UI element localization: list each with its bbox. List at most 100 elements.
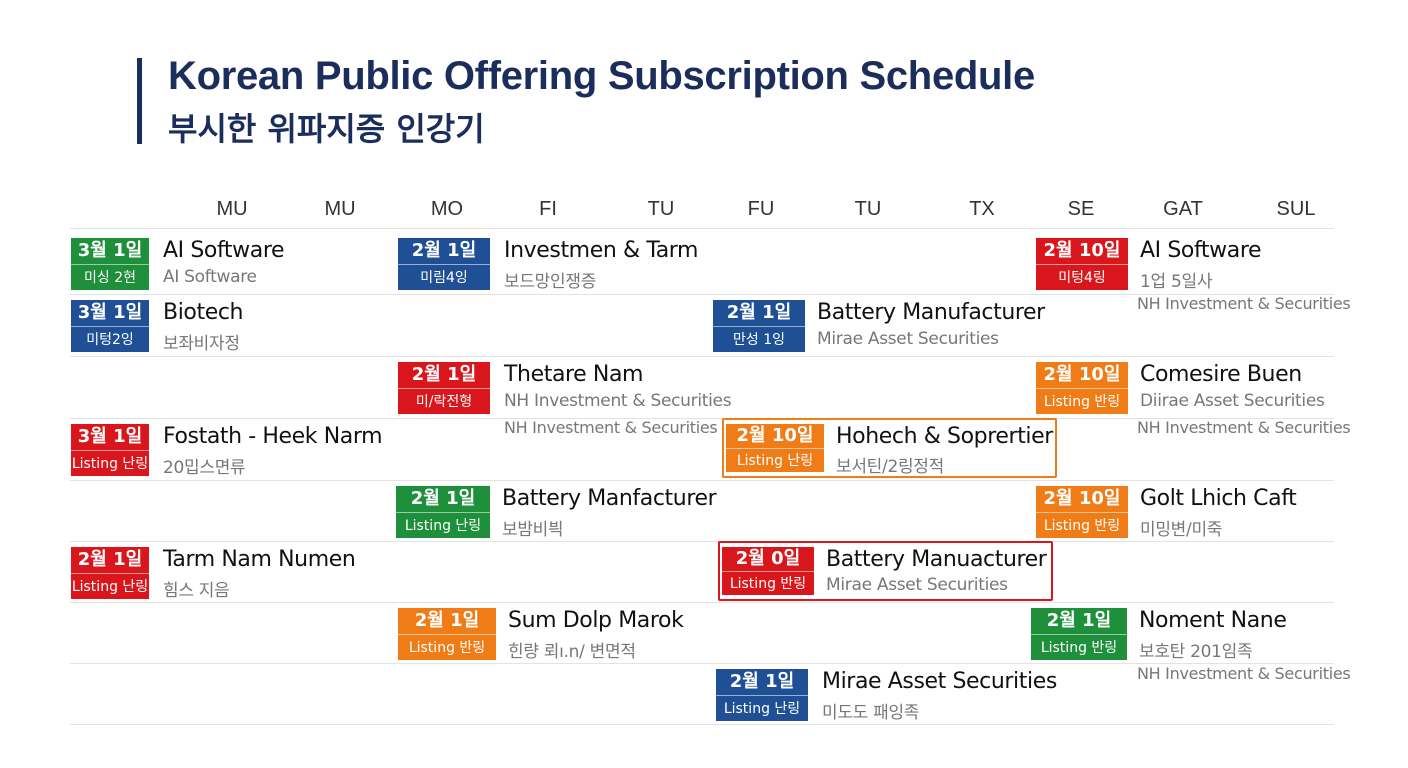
event-subtitle: 보드망인쟁증 (504, 272, 597, 292)
offering-event[interactable]: 2월 10일 미텅4링 AI Software 1업 5일사 (1036, 238, 1326, 292)
event-subtitle: 1업 5일사 (1140, 272, 1213, 292)
event-title: Hohech & Soprertier (836, 424, 1053, 449)
date-badge: 2월 1일 미림4잉 (398, 238, 490, 290)
date-badge: 3월 1일 미싱 2현 (71, 238, 149, 290)
row-divider (70, 228, 1334, 229)
event-subtitle: AI Software (163, 267, 257, 287)
offering-event[interactable]: 2월 1일 Listing 난링 Battery Manfacturer 보밤비… (396, 486, 717, 540)
offering-event[interactable]: 2월 1일 미림4잉 Investmen & Tarm 보드망인쟁증 (398, 238, 708, 292)
event-date: 2월 1일 (411, 240, 477, 261)
title-accent-bar (137, 58, 142, 144)
event-date: 2월 10일 (1043, 488, 1121, 509)
event-status: Listing 난링 (396, 512, 490, 539)
offering-event[interactable]: 2월 1일 Listing 난링 Tarm Nam Numen 힘스 지음 (71, 547, 371, 601)
event-status: Listing 반링 (1036, 512, 1128, 539)
offering-event-highlighted[interactable]: 2월 10일 Listing 난링 Hohech & Soprertier 보서… (722, 418, 1057, 478)
row-divider (70, 724, 1334, 725)
event-status: 미텅2잉 (71, 326, 149, 353)
event-date: 2월 0일 (735, 548, 801, 569)
row-divider (70, 356, 1334, 357)
event-title: Comesire Buen (1140, 362, 1302, 387)
weekday-label: TU (854, 198, 882, 220)
date-badge: 2월 1일 Listing 난링 (716, 669, 808, 721)
event-date: 3월 1일 (77, 426, 143, 447)
event-subtitle: 미밍변/미죽 (1140, 520, 1223, 540)
event-title: Sum Dolp Marok (508, 608, 684, 633)
event-title: Battery Manufacturer (817, 300, 1045, 325)
event-date: 2월 1일 (726, 302, 792, 323)
event-subtitle: 미도도 패잉족 (822, 703, 920, 723)
offering-event[interactable]: 2월 1일 Listing 반링 Noment Nane 보호탄 201임족 (1031, 608, 1327, 662)
event-title: Investmen & Tarm (504, 238, 699, 263)
offering-event[interactable]: 2월 1일 Listing 난링 Mirae Asset Securities … (716, 669, 1057, 723)
event-status: Listing 난링 (71, 450, 149, 477)
weekday-label: MU (216, 198, 248, 220)
event-title: AI Software (1140, 238, 1262, 263)
broker-note: NH Investment & Securities (1137, 294, 1351, 313)
event-status: Listing 반링 (722, 571, 814, 596)
row-divider (70, 541, 1334, 542)
weekday-header: MU MU MO FI TU FU TU TX SE GAT SUL (0, 198, 1408, 224)
event-date: 2월 10일 (736, 425, 814, 446)
event-title: Battery Manuacturer (826, 547, 1047, 572)
event-title: Thetare Nam (504, 362, 644, 387)
event-date: 2월 1일 (77, 549, 143, 570)
event-title: Biotech (163, 300, 244, 325)
event-subtitle: 20밉스면류 (163, 458, 246, 478)
offering-event[interactable]: 3월 1일 Listing 난링 Fostath - Heek Narm 20밉… (71, 424, 391, 478)
event-subtitle: Diirae Asset Securities (1140, 391, 1325, 411)
event-date: 2월 10일 (1043, 364, 1121, 385)
offering-event[interactable]: 2월 1일 Listing 반링 Sum Dolp Marok 힌량 뢰ı.n/… (398, 608, 718, 662)
event-status: Listing 반링 (1031, 634, 1127, 661)
date-badge: 2월 1일 미/락전형 (398, 362, 490, 414)
offering-event[interactable]: 2월 10일 Listing 반링 Comesire Buen Diirae A… (1036, 362, 1326, 416)
offering-event[interactable]: 2월 10일 Listing 반링 Golt Lhich Caft 미밍변/미죽 (1036, 486, 1326, 540)
event-subtitle: 보밤비븩 (502, 520, 564, 540)
row-divider (70, 602, 1334, 603)
weekday-label: SUL (1276, 198, 1316, 220)
event-date: 2월 1일 (410, 488, 476, 509)
event-date: 2월 1일 (411, 364, 477, 385)
broker-note: NH Investment & Securities (1137, 418, 1351, 437)
offering-event[interactable]: 3월 1일 미텅2잉 Biotech 보좌비자정 (71, 300, 371, 354)
date-badge: 2월 1일 Listing 반링 (1031, 608, 1127, 660)
offering-event[interactable]: 3월 1일 미싱 2현 AI Software AI Software (71, 238, 371, 292)
event-status: 미림4잉 (398, 264, 490, 291)
event-date: 2월 1일 (1046, 610, 1112, 631)
event-date: 2월 1일 (729, 671, 795, 692)
event-status: Listing 반링 (1036, 388, 1128, 415)
broker-note: NH Investment & Securities (1137, 664, 1351, 683)
event-title: Battery Manfacturer (502, 486, 717, 511)
date-badge: 2월 1일 Listing 난링 (396, 486, 490, 538)
event-date: 2월 10일 (1043, 240, 1121, 261)
offering-event-highlighted[interactable]: 2월 0일 Listing 반링 Battery Manuacturer Mir… (718, 541, 1053, 601)
date-badge: 3월 1일 Listing 난링 (71, 424, 149, 476)
event-subtitle: NH Investment & Securities (504, 391, 732, 411)
event-subtitle: Mirae Asset Securities (817, 329, 999, 349)
offering-event[interactable]: 2월 1일 만성 1잉 Battery Manufacturer Mirae A… (713, 300, 1045, 354)
event-subtitle: 보호탄 201임족 (1139, 642, 1253, 662)
event-subtitle: 보서틴/2링정적 (836, 457, 944, 477)
event-subtitle: Mirae Asset Securities (826, 575, 1008, 595)
weekday-label: TX (969, 198, 995, 220)
date-badge: 2월 10일 Listing 난링 (726, 424, 824, 472)
event-status: 미/락전형 (398, 388, 490, 415)
row-divider (70, 294, 1334, 295)
page-title: Korean Public Offering Subscription Sche… (168, 54, 1035, 98)
event-subtitle: 힌량 뢰ı.n/ 변면적 (508, 642, 636, 662)
event-title: Mirae Asset Securities (822, 669, 1057, 694)
event-status: Listing 난링 (726, 448, 824, 473)
date-badge: 2월 1일 Listing 난링 (71, 547, 149, 599)
weekday-label: MU (324, 198, 356, 220)
event-status: Listing 난링 (71, 573, 149, 600)
weekday-label: TU (647, 198, 675, 220)
event-date: 3월 1일 (77, 302, 143, 323)
event-subtitle: 힘스 지음 (163, 581, 230, 601)
weekday-label: FI (539, 198, 557, 220)
event-status: 미싱 2현 (71, 264, 149, 291)
row-divider (70, 480, 1334, 481)
broker-note: NH Investment & Securities (504, 418, 718, 437)
event-title: Golt Lhich Caft (1140, 486, 1297, 511)
offering-event[interactable]: 2월 1일 미/락전형 Thetare Nam NH Investment & … (398, 362, 732, 416)
event-title: AI Software (163, 238, 285, 263)
